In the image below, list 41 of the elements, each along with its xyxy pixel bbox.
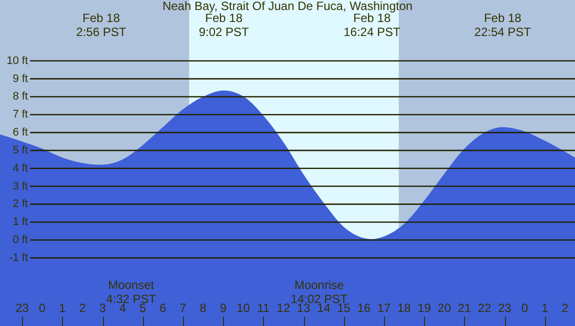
chart-title: Neah Bay, Strait Of Juan De Fuca, Washington [162, 0, 413, 13]
x-tick-label: 17 [377, 301, 391, 315]
x-tick-label: 1 [58, 301, 66, 315]
y-tick-label: 5 ft [12, 144, 28, 156]
x-tick-label: 2 [562, 301, 569, 315]
annotation: Feb 18 16:24 PST [344, 11, 401, 39]
x-tick-label: 7 [180, 301, 187, 315]
y-tick-label: 8 ft [12, 90, 28, 103]
x-tick-label: 14 [317, 301, 331, 315]
x-tick-label: 21 [458, 301, 472, 315]
y-tick-label: -1 ft [9, 252, 28, 264]
x-tick-label: 16 [357, 301, 371, 315]
x-tick-label: 0 [38, 301, 46, 315]
y-tick-label: 3 ft [12, 180, 28, 192]
x-tick-label: 12 [276, 301, 290, 315]
x-tick-label: 22 [478, 301, 492, 315]
x-tick-label: 8 [200, 301, 207, 315]
x-tick-label: 23 [498, 301, 512, 315]
y-tick-label: 2 ft [12, 198, 28, 210]
annotation: Feb 18 2:56 PST [76, 11, 127, 39]
annotation: Feb 18 9:02 PST [198, 11, 250, 39]
x-tick-label: 9 [220, 301, 227, 315]
x-tick-label: 10 [236, 301, 250, 315]
x-tick-label: 19 [418, 301, 432, 315]
x-tick-label: 23 [15, 301, 30, 315]
x-tick-label: 20 [438, 301, 452, 315]
y-tick-label: 7 ft [12, 108, 28, 121]
x-tick-label: 3 [99, 301, 106, 315]
x-tick-label: 18 [397, 301, 412, 315]
x-tick-label: 1 [542, 301, 548, 315]
x-tick-label: 6 [160, 301, 167, 315]
y-tick-label: 9 ft [12, 72, 28, 85]
y-tick-label: 10 ft [6, 54, 28, 67]
x-tick-label: 0 [521, 301, 528, 315]
annotation: Feb 18 22:54 PST [474, 11, 532, 39]
x-tick-label: 11 [257, 301, 270, 315]
y-tick-label: 4 ft [12, 162, 28, 174]
y-tick-label: 6 ft [12, 126, 28, 139]
x-tick-label: 2 [79, 301, 86, 315]
y-tick-label: 0 ft [12, 234, 28, 246]
y-tick-label: 1 ft [12, 216, 28, 228]
